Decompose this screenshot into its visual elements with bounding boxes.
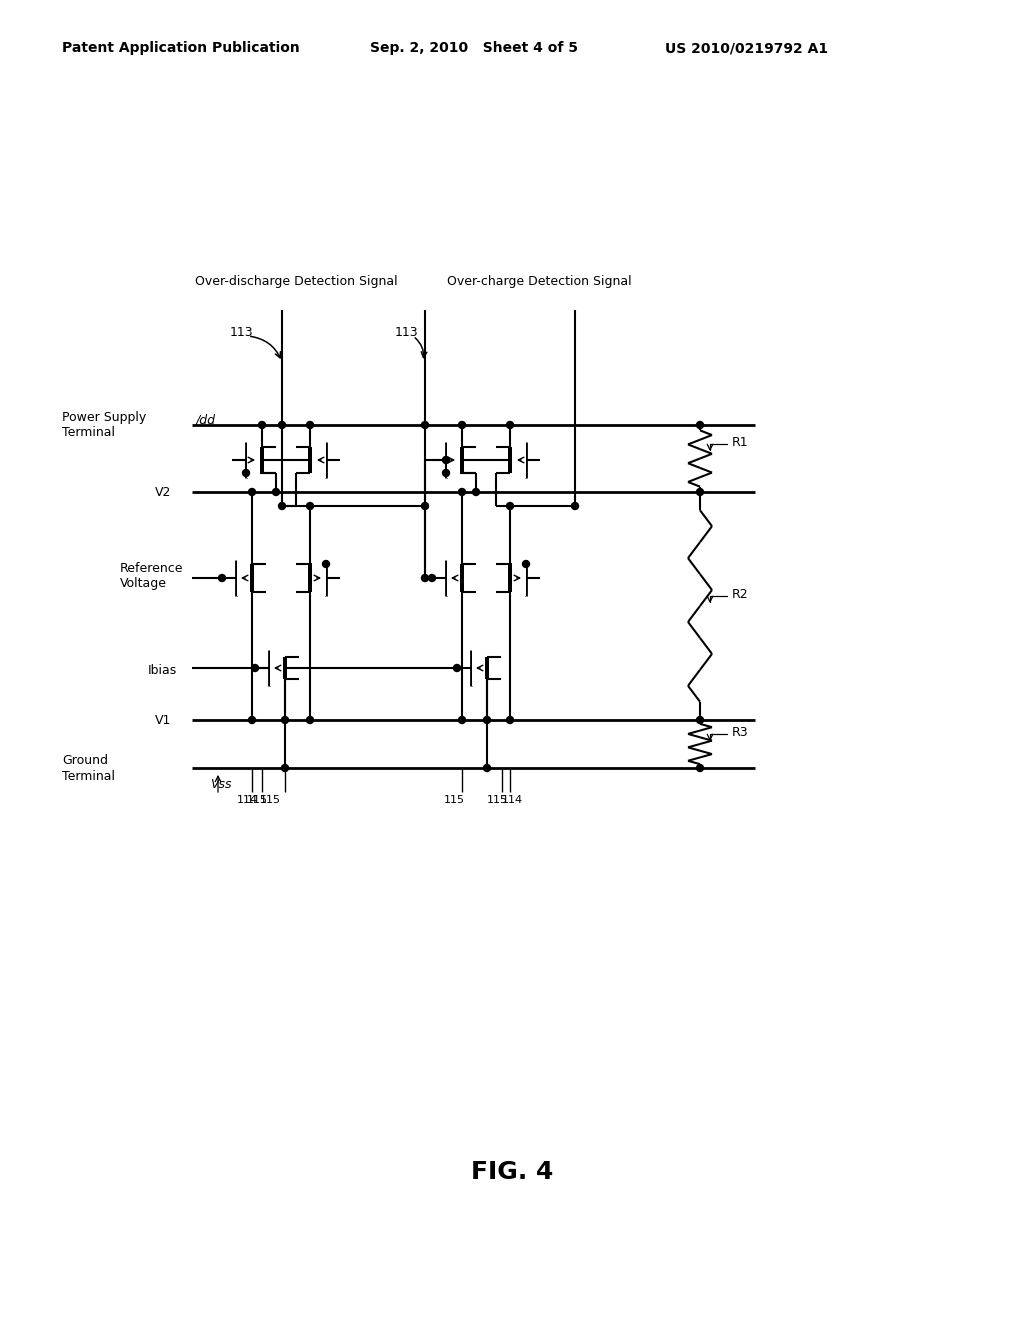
- Bar: [460, 564, 464, 591]
- Circle shape: [243, 470, 250, 477]
- Text: 113: 113: [230, 326, 254, 338]
- Text: 115: 115: [486, 795, 508, 805]
- Circle shape: [279, 503, 286, 510]
- Circle shape: [306, 421, 313, 429]
- Text: Patent Application Publication: Patent Application Publication: [62, 41, 300, 55]
- Text: Ibias: Ibias: [148, 664, 177, 676]
- Circle shape: [696, 421, 703, 429]
- Bar: [512, 560, 525, 597]
- Circle shape: [472, 488, 479, 495]
- Text: 114: 114: [502, 795, 522, 805]
- Bar: [260, 447, 264, 473]
- Bar: [508, 447, 512, 473]
- Bar: [283, 657, 287, 678]
- Text: R3: R3: [732, 726, 749, 738]
- Circle shape: [454, 664, 461, 672]
- Circle shape: [282, 764, 289, 771]
- Circle shape: [282, 717, 289, 723]
- Circle shape: [279, 421, 286, 429]
- Bar: [237, 560, 250, 597]
- Text: R2: R2: [732, 587, 749, 601]
- Circle shape: [258, 421, 265, 429]
- Bar: [250, 564, 254, 591]
- Circle shape: [323, 561, 330, 568]
- Circle shape: [459, 488, 466, 495]
- Text: Reference: Reference: [120, 561, 183, 574]
- Circle shape: [422, 503, 428, 510]
- Circle shape: [696, 717, 703, 723]
- Text: Over-charge Detection Signal: Over-charge Detection Signal: [447, 276, 632, 289]
- Circle shape: [252, 664, 258, 672]
- Text: Terminal: Terminal: [62, 426, 115, 440]
- Text: 114: 114: [237, 795, 258, 805]
- Text: FIG. 4: FIG. 4: [471, 1160, 553, 1184]
- Text: Over-discharge Detection Signal: Over-discharge Detection Signal: [195, 276, 397, 289]
- Bar: [247, 442, 260, 478]
- Bar: [512, 442, 525, 478]
- Text: Sep. 2, 2010   Sheet 4 of 5: Sep. 2, 2010 Sheet 4 of 5: [370, 41, 578, 55]
- Text: Terminal: Terminal: [62, 770, 115, 783]
- Circle shape: [249, 717, 256, 723]
- Circle shape: [306, 717, 313, 723]
- Circle shape: [428, 574, 435, 582]
- Text: Power Supply: Power Supply: [62, 411, 146, 424]
- Text: 115: 115: [247, 795, 267, 805]
- Text: 113: 113: [395, 326, 419, 338]
- Bar: [460, 447, 464, 473]
- Circle shape: [522, 561, 529, 568]
- Text: V2: V2: [155, 486, 171, 499]
- Circle shape: [422, 421, 428, 429]
- Circle shape: [306, 503, 313, 510]
- Text: 115: 115: [259, 795, 281, 805]
- Circle shape: [459, 717, 466, 723]
- Bar: [471, 649, 485, 686]
- Circle shape: [507, 503, 513, 510]
- Bar: [308, 447, 312, 473]
- Bar: [446, 560, 460, 597]
- Circle shape: [442, 457, 450, 463]
- Bar: [446, 442, 460, 478]
- Text: 115: 115: [443, 795, 465, 805]
- Text: Ground: Ground: [62, 754, 108, 767]
- Text: V1: V1: [155, 714, 171, 726]
- Circle shape: [459, 421, 466, 429]
- Circle shape: [696, 488, 703, 495]
- Text: Vss: Vss: [210, 777, 231, 791]
- Text: US 2010/0219792 A1: US 2010/0219792 A1: [665, 41, 828, 55]
- Text: R1: R1: [732, 436, 749, 449]
- Bar: [508, 564, 512, 591]
- Text: Voltage: Voltage: [120, 577, 167, 590]
- Bar: [312, 560, 326, 597]
- Circle shape: [696, 764, 703, 771]
- Bar: [312, 442, 326, 478]
- Circle shape: [571, 503, 579, 510]
- Bar: [308, 564, 312, 591]
- Circle shape: [442, 470, 450, 477]
- Circle shape: [218, 574, 225, 582]
- Circle shape: [507, 421, 513, 429]
- Circle shape: [272, 488, 280, 495]
- Circle shape: [507, 717, 513, 723]
- Circle shape: [483, 764, 490, 771]
- Text: /dd: /dd: [196, 413, 216, 426]
- Bar: [269, 649, 283, 686]
- Circle shape: [483, 717, 490, 723]
- Bar: [485, 657, 489, 678]
- Circle shape: [422, 574, 428, 582]
- Circle shape: [249, 488, 256, 495]
